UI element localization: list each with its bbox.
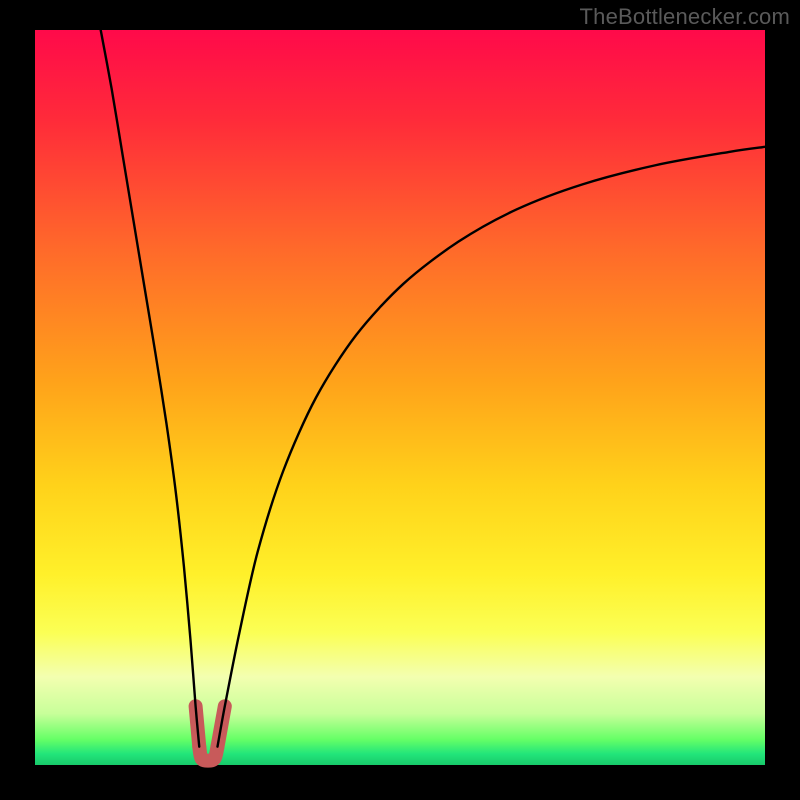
watermark-text: TheBottlenecker.com — [580, 4, 790, 30]
chart-stage: TheBottlenecker.com — [0, 0, 800, 800]
gradient-background — [35, 30, 765, 765]
chart-svg — [0, 0, 800, 800]
